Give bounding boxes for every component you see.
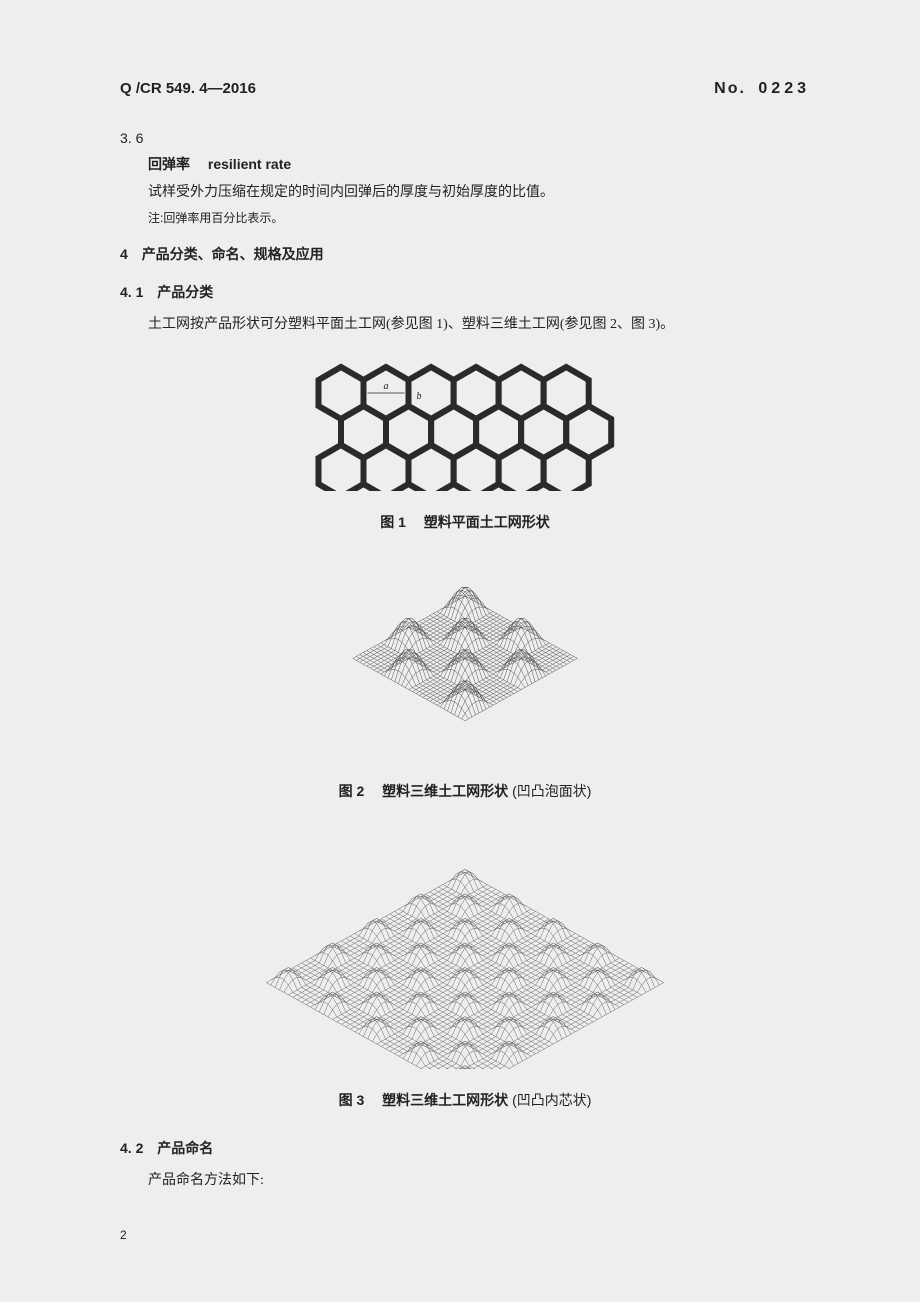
section-4-2-body: 产品命名方法如下:	[148, 1168, 810, 1193]
svg-text:a: a	[384, 381, 389, 392]
page-number: 2	[120, 1228, 127, 1242]
section-4-1-body: 土工网按产品形状可分塑料平面土工网(参见图 1)、塑料三维土工网(参见图 2、图…	[148, 312, 810, 337]
section-4-heading: 4 产品分类、命名、规格及应用	[120, 244, 810, 264]
doc-number: No. 0223	[714, 80, 810, 98]
section-4-2-title: 产品命名	[157, 1140, 213, 1156]
figure-1-caption: 图 1 塑料平面土工网形状	[120, 512, 810, 532]
figure-3-caption: 图 3 塑料三维土工网形状 (凹凸内芯状)	[120, 1090, 810, 1110]
section-4-num: 4	[120, 246, 128, 262]
figure-2-svg	[335, 560, 595, 760]
figure-2-caption: 图 2 塑料三维土工网形状 (凹凸泡面状)	[120, 781, 810, 801]
page-header: Q /CR 549. 4—2016 No. 0223	[120, 80, 810, 98]
figure-2-caption-text: 塑料三维土工网形状	[382, 783, 508, 799]
term-zh: 回弹率	[148, 156, 190, 172]
figure-2-label: 图 2	[339, 783, 365, 799]
definition-text: 试样受外力压缩在规定的时间内回弹后的厚度与初始厚度的比值。	[148, 180, 810, 205]
section-4-1-heading: 4. 1 产品分类	[120, 282, 810, 302]
note-text: 注:回弹率用百分比表示。	[148, 209, 810, 226]
section-4-2-num: 4. 2	[120, 1140, 143, 1156]
figure-2-caption-extra: (凹凸泡面状)	[512, 783, 591, 799]
figure-3-label: 图 3	[339, 1092, 365, 1108]
doc-number-value: 0223	[758, 80, 810, 97]
section-3-6-number: 3. 6	[120, 130, 810, 146]
section-4-1-title: 产品分类	[157, 284, 213, 300]
svg-text:b: b	[417, 391, 422, 402]
term-line: 回弹率 resilient rate	[148, 154, 810, 174]
doc-number-label: No.	[714, 80, 746, 97]
term-en: resilient rate	[208, 156, 291, 172]
figure-3-caption-text: 塑料三维土工网形状	[382, 1092, 508, 1108]
figure-1-label: 图 1	[380, 514, 406, 530]
figure-1-svg: ab	[295, 361, 635, 491]
figure-1-caption-text: 塑料平面土工网形状	[424, 514, 550, 530]
doc-code: Q /CR 549. 4—2016	[120, 80, 256, 98]
figure-3-caption-extra: (凹凸内芯状)	[512, 1092, 591, 1108]
figure-3-svg	[235, 829, 695, 1069]
figure-1: ab	[120, 361, 810, 496]
section-4-title: 产品分类、命名、规格及应用	[142, 246, 324, 262]
section-4-2-heading: 4. 2 产品命名	[120, 1138, 810, 1158]
figure-2	[120, 560, 810, 765]
section-4-1-num: 4. 1	[120, 284, 143, 300]
figure-3	[120, 829, 810, 1074]
